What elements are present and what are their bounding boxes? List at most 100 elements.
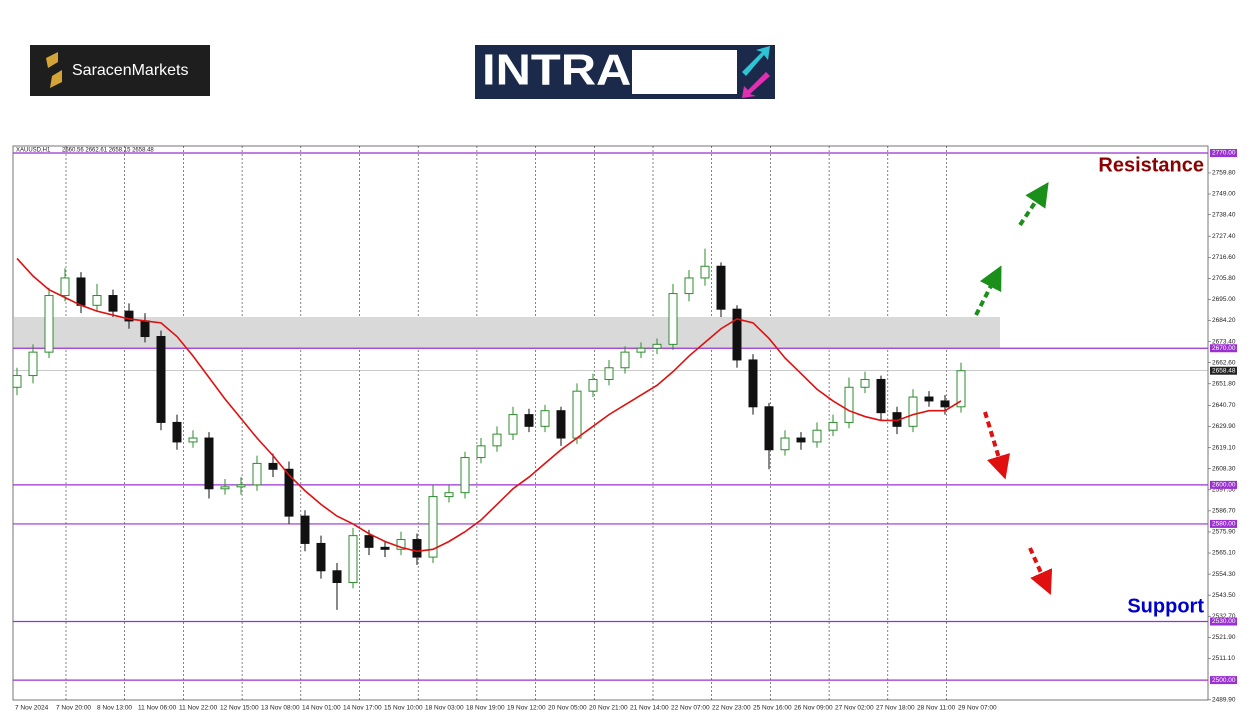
candle-body: [844, 386, 854, 423]
x-tick-label: 14 Nov 17:00: [343, 705, 382, 712]
x-tick-label: 12 Nov 15:00: [220, 705, 259, 712]
level-tag: [1210, 344, 1237, 353]
down-arrow: [1028, 547, 1053, 595]
candle-body: [108, 295, 118, 312]
up-arrow: [974, 265, 1002, 316]
x-tick-label: 15 Nov 10:00: [384, 705, 423, 712]
y-tick-label: 2489.90: [1212, 697, 1236, 704]
y-tick-label: 2521.90: [1212, 634, 1236, 641]
up-arrow: [1018, 182, 1049, 227]
candle-body: [428, 496, 438, 558]
x-tick-label: 7 Nov 2024: [15, 705, 49, 712]
x-tick-label: 11 Nov 06:00: [138, 705, 177, 712]
candle-body: [764, 406, 774, 451]
moving-average: [16, 257, 962, 553]
x-tick-label: 14 Nov 01:00: [302, 705, 341, 712]
banner-box: [632, 50, 737, 94]
candle-body: [668, 293, 678, 345]
zone: [14, 317, 1000, 349]
y-tick-label: 2511.10: [1212, 655, 1235, 662]
y-tick-label: 2759.80: [1212, 170, 1236, 177]
x-tick-label: 26 Nov 09:00: [794, 705, 833, 712]
candle-body: [556, 410, 566, 439]
candle-body: [348, 535, 358, 583]
price-tag: [1210, 366, 1237, 375]
level-label: 2500.00: [1212, 677, 1236, 684]
candle-body: [268, 462, 278, 470]
candle-body: [540, 410, 550, 427]
x-tick-label: 8 Nov 13:00: [97, 705, 132, 712]
candle-body: [124, 310, 134, 322]
level-tag: [1210, 676, 1237, 685]
level-tag: [1210, 519, 1237, 528]
banner-text: INTRADAY: [482, 46, 730, 95]
price-label: 2658.48: [1212, 367, 1236, 374]
y-tick-label: 2727.40: [1212, 233, 1236, 240]
candle-body: [956, 370, 966, 408]
brand-logo: [30, 45, 210, 96]
y-tick-label: 2662.60: [1212, 359, 1236, 366]
support-label: Support: [1127, 595, 1204, 617]
candle-body: [300, 515, 310, 544]
level-tag: [1210, 480, 1237, 489]
candle-body: [444, 492, 454, 498]
candle-body: [92, 295, 102, 306]
level-label: 2580.00: [1212, 521, 1236, 528]
candle-body: [44, 295, 54, 353]
candle-body: [508, 414, 518, 435]
banner-arrow: [742, 46, 770, 76]
x-tick-label: 7 Nov 20:00: [56, 705, 91, 712]
candle-body: [940, 400, 950, 408]
y-tick-label: 2575.90: [1212, 529, 1236, 536]
candle-body: [572, 390, 582, 439]
y-tick-label: 2586.70: [1212, 508, 1236, 515]
plot-frame: [12, 145, 1209, 701]
level-label: 2770.00: [1212, 150, 1236, 157]
candle-body: [812, 429, 822, 443]
candle-body: [604, 367, 614, 380]
y-tick-label: 2705.80: [1212, 275, 1236, 282]
y-tick-label: 2716.60: [1212, 254, 1236, 261]
candle-body: [364, 535, 374, 548]
candle-body: [316, 542, 326, 572]
candle-body: [172, 421, 182, 443]
resistance-label: Resistance: [1098, 154, 1204, 176]
x-tick-label: 11 Nov 22:00: [179, 705, 218, 712]
y-tick-label: 2619.10: [1212, 444, 1236, 451]
candle-body: [332, 570, 342, 583]
candle-body: [924, 396, 934, 402]
candle-body: [236, 484, 246, 488]
y-tick-label: 2543.50: [1212, 592, 1236, 599]
x-tick-label: 25 Nov 16:00: [753, 705, 792, 712]
candle-body: [732, 308, 742, 361]
candle-body: [748, 359, 758, 408]
x-tick-label: 29 Nov 07:00: [958, 705, 997, 712]
candle-body: [652, 343, 662, 349]
candle-body: [460, 457, 470, 494]
candle-body: [28, 351, 38, 377]
y-tick-label: 2629.90: [1212, 423, 1236, 430]
candle-body: [252, 462, 262, 486]
candle-body: [188, 437, 198, 443]
level-tag: [1210, 617, 1237, 626]
candle-body: [412, 539, 422, 558]
y-tick-label: 2554.30: [1212, 571, 1236, 578]
candle-body: [60, 277, 70, 297]
candle-body: [780, 437, 790, 451]
x-tick-label: 19 Nov 12:00: [507, 705, 546, 712]
candle-body: [588, 378, 598, 392]
y-tick-label: 2640.70: [1212, 402, 1236, 409]
candle-body: [204, 437, 214, 490]
brand-icon: [46, 52, 62, 88]
candle-body: [12, 375, 22, 388]
candle-body: [796, 437, 806, 443]
candle-body: [636, 347, 646, 353]
x-tick-label: 13 Nov 08:00: [261, 705, 300, 712]
candle-body: [380, 546, 390, 550]
candle-body: [876, 378, 886, 414]
y-tick-label: 2565.10: [1212, 550, 1236, 557]
candle-body: [492, 433, 502, 447]
candle-body: [396, 539, 406, 550]
x-tick-label: 22 Nov 23:00: [712, 705, 751, 712]
